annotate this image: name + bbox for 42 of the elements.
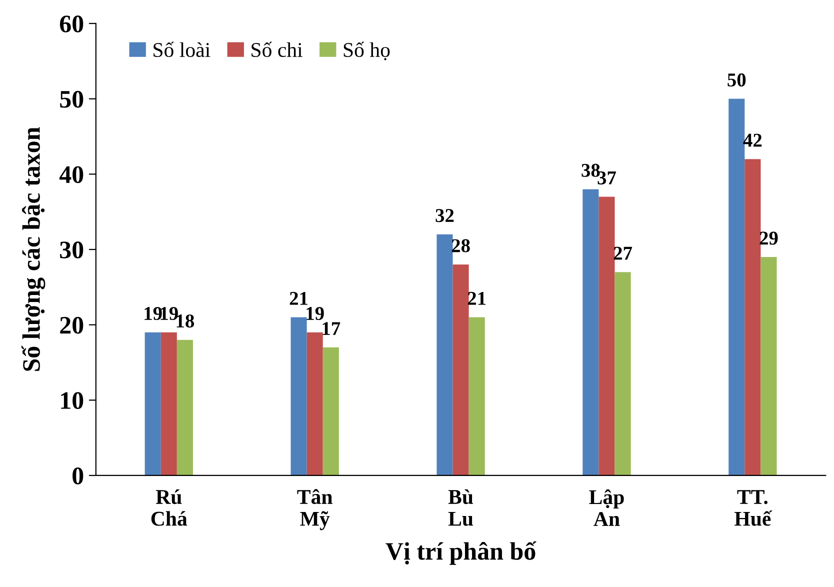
bar bbox=[614, 272, 631, 476]
y-tick-label: 10 bbox=[61, 392, 84, 410]
bar bbox=[598, 196, 615, 476]
bar bbox=[468, 317, 485, 476]
data-label: 19 bbox=[160, 306, 178, 320]
bar bbox=[306, 332, 323, 476]
y-axis-title: Số lượng các bậc taxon bbox=[22, 127, 46, 371]
data-label: 17 bbox=[322, 322, 340, 335]
data-label: 18 bbox=[176, 314, 194, 328]
data-label: 19 bbox=[306, 306, 324, 320]
x-tick-label: TT. Huế bbox=[734, 490, 772, 526]
y-tick-label: 30 bbox=[60, 242, 84, 258]
y-tick-label: 60 bbox=[60, 16, 84, 32]
bar bbox=[728, 98, 745, 476]
legend-label: Số loài bbox=[154, 42, 210, 58]
bar bbox=[290, 317, 307, 476]
data-label: 21 bbox=[290, 292, 308, 305]
data-label: 19 bbox=[144, 306, 162, 320]
bar bbox=[322, 347, 339, 476]
x-tick-label: Tân Mỹ bbox=[297, 489, 332, 530]
bar bbox=[760, 257, 777, 476]
y-tick-label: 50 bbox=[60, 90, 84, 108]
y-tick-label: 40 bbox=[59, 166, 84, 184]
x-tick-label: Rú Chá bbox=[151, 489, 188, 526]
bar bbox=[176, 340, 193, 476]
data-label: 32 bbox=[436, 209, 454, 222]
legend-label: Số chi bbox=[252, 42, 302, 58]
bar bbox=[744, 159, 761, 476]
bar bbox=[436, 234, 453, 476]
data-label: 50 bbox=[728, 73, 746, 87]
y-tick-label: 0 bbox=[72, 468, 84, 484]
data-label: 37 bbox=[598, 171, 616, 184]
bar bbox=[582, 189, 599, 476]
data-label: 38 bbox=[582, 164, 600, 177]
bar bbox=[160, 332, 177, 476]
x-axis-title: Vị trí phân bố bbox=[386, 541, 536, 565]
bar bbox=[452, 264, 469, 476]
y-tick-label: 20 bbox=[60, 316, 84, 334]
legend-label: Số họ bbox=[344, 42, 390, 60]
bar bbox=[144, 332, 161, 476]
x-tick-label: Lập An bbox=[589, 489, 624, 526]
x-tick-label: Bù Lu bbox=[448, 489, 473, 526]
